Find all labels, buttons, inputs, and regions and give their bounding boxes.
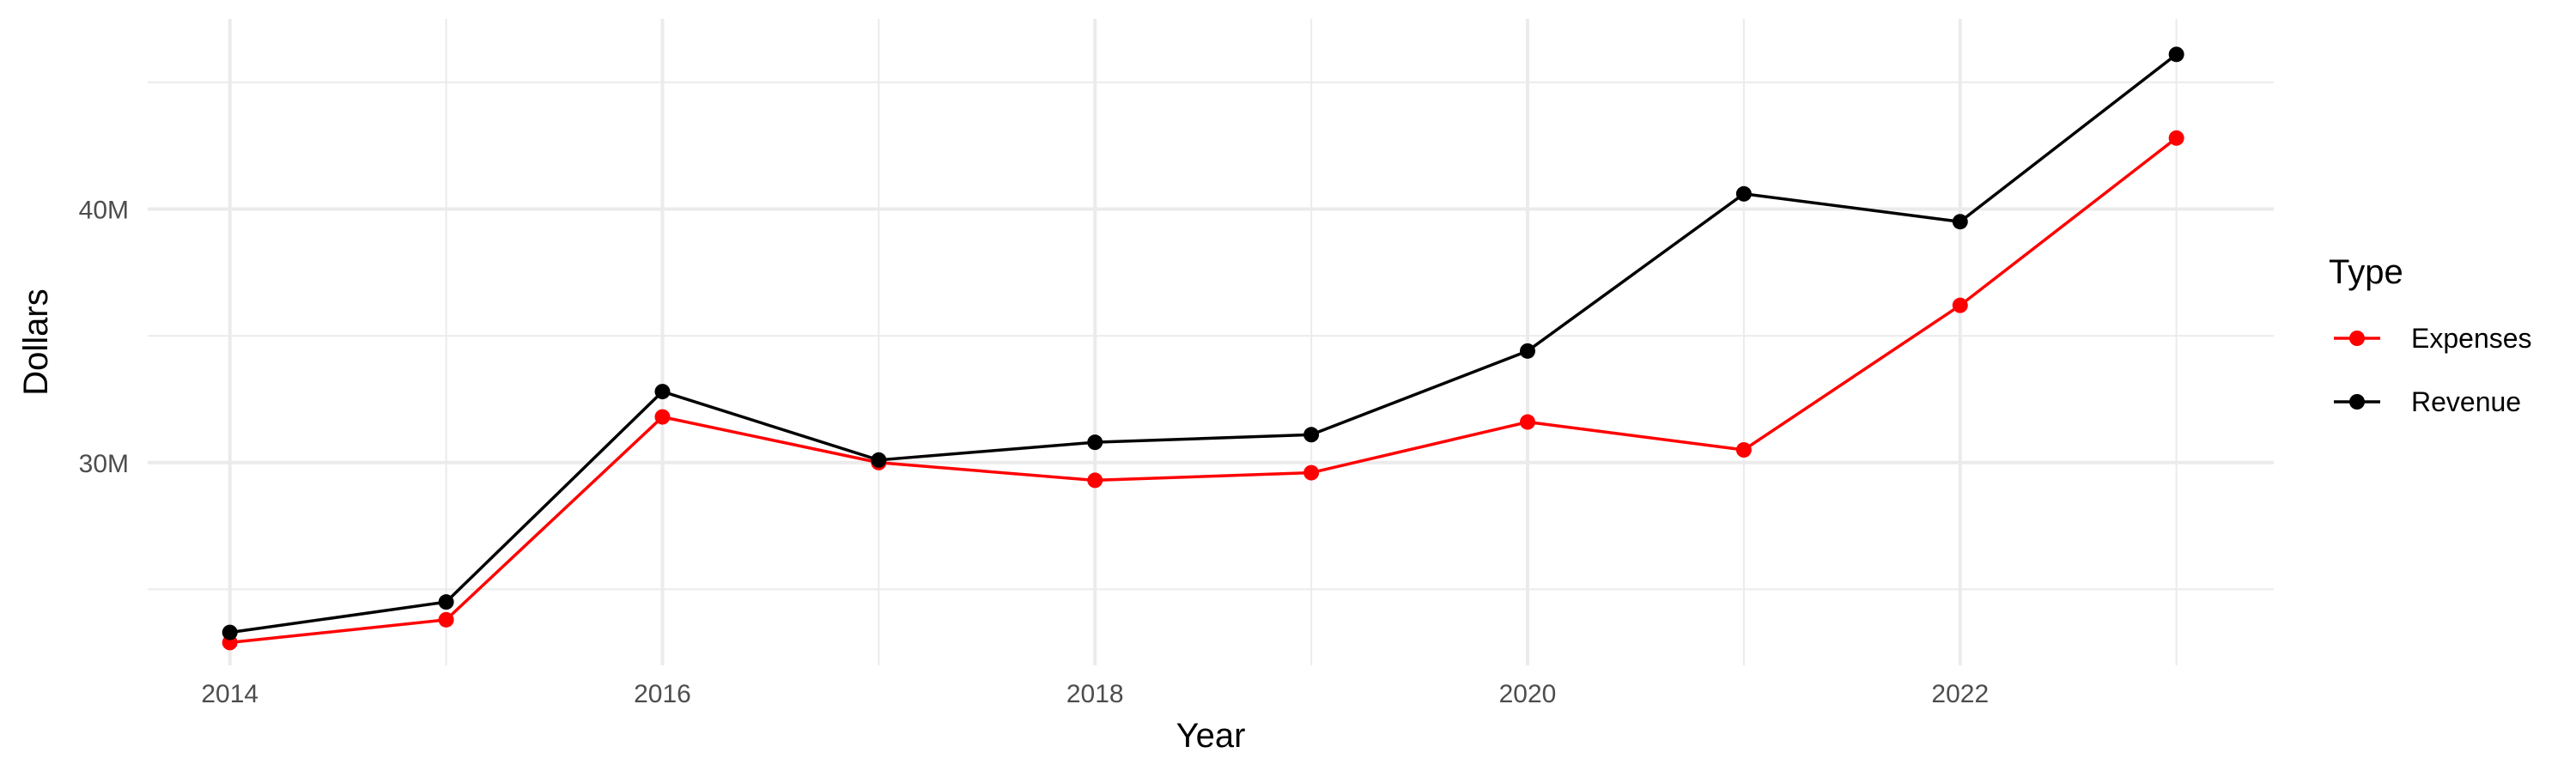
revenue-point [438,594,454,610]
x-axis-title: Year [1176,717,1246,755]
revenue-point [1952,214,1968,230]
revenue-point [871,452,887,468]
revenue-point [1735,185,1752,202]
y-tick-label: 30M [79,450,129,478]
revenue-point [1303,427,1320,443]
revenue-point [2168,46,2184,63]
revenue-point [222,624,238,640]
expenses-point [1520,414,1536,430]
tick-labels: 2014 2016 2018 2020 2022 30M 40M [79,196,1990,708]
x-tick-label: 2020 [1499,680,1557,708]
legend-item-revenue: Revenue [2334,386,2521,417]
revenue-point [654,384,671,400]
x-tick-label: 2016 [634,680,691,708]
legend-key-point [2349,394,2365,410]
revenue-point [1520,343,1536,359]
expenses-point [1303,464,1320,481]
legend: Type Expenses Revenue [2329,253,2532,417]
y-tick-label: 40M [79,196,129,224]
x-tick-label: 2022 [1931,680,1989,708]
grid-lines [148,19,2274,665]
data-series [222,46,2184,651]
expenses-point [1952,297,1968,313]
legend-item-expenses: Expenses [2334,323,2532,354]
legend-label: Expenses [2411,323,2532,354]
expenses-point [2168,130,2184,146]
series-revenue [222,46,2184,640]
x-tick-label: 2014 [201,680,258,708]
revenue-point [1087,434,1103,451]
expenses-point [654,409,671,425]
legend-key-point [2349,331,2365,346]
legend-items: Expenses Revenue [2334,323,2532,417]
y-axis-title: Dollars [17,288,55,395]
x-tick-label: 2018 [1066,680,1124,708]
legend-label: Revenue [2411,386,2521,417]
expenses-point [438,611,454,628]
expenses-line [229,137,2178,645]
legend-title: Type [2329,253,2403,291]
revenue-line [229,52,2178,634]
expenses-point [1087,472,1103,489]
expenses-point [1735,442,1752,458]
